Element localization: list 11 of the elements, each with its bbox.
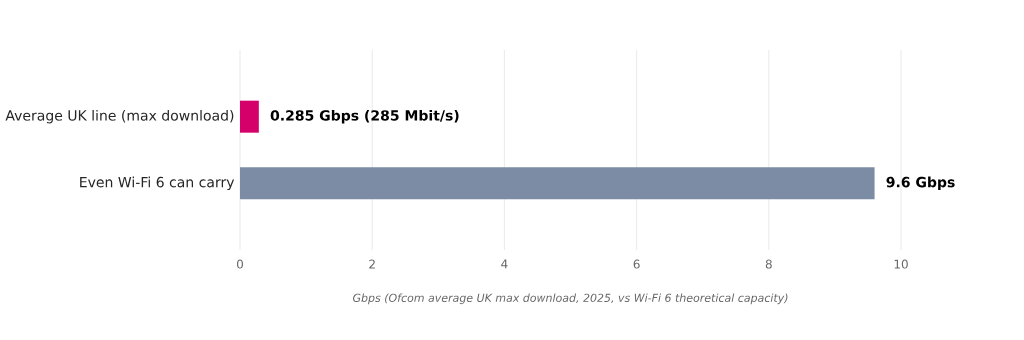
y-tick-label: Even Wi-Fi 6 can carry bbox=[80, 176, 235, 191]
x-tick-label: 10 bbox=[894, 259, 908, 269]
x-tick-label: 8 bbox=[765, 259, 772, 269]
y-tick-label: Average UK line (max download) bbox=[5, 109, 234, 124]
data-label: 0.285 Gbps (285 Mbit/s) bbox=[270, 109, 459, 124]
x-tick-label: 2 bbox=[369, 259, 375, 269]
x-tick-label: 4 bbox=[501, 259, 508, 269]
x-tick-label: 6 bbox=[633, 259, 640, 269]
data-label: 9.6 Gbps bbox=[886, 176, 955, 191]
x-axis-title: Gbps (Ofcom average UK max download, 2025, vs Wi-Fi 6 theoretical capacity) bbox=[353, 293, 788, 305]
x-tick-label: 0 bbox=[236, 259, 244, 269]
